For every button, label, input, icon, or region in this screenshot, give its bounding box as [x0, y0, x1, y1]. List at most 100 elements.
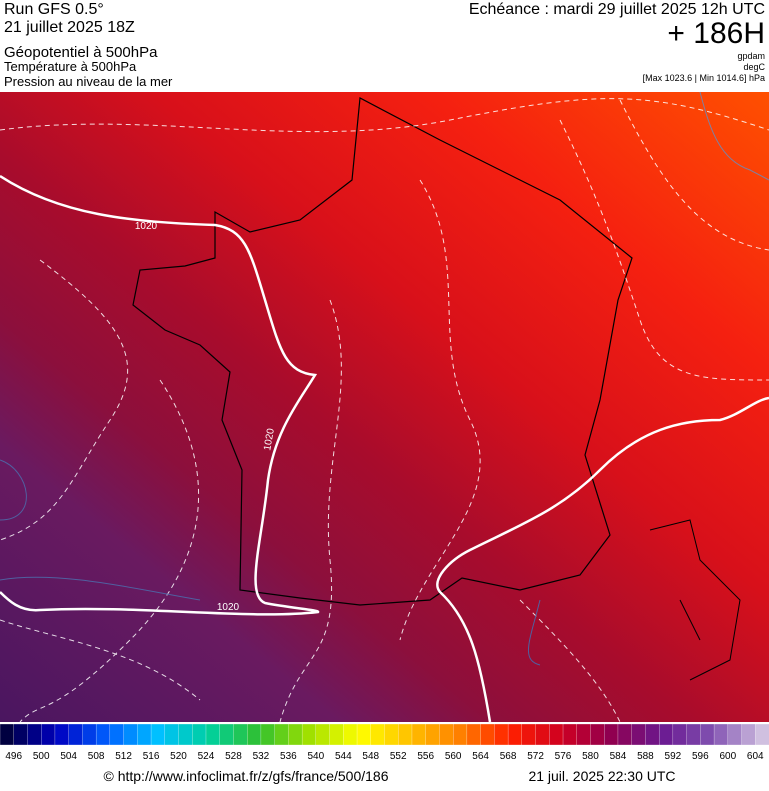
color-swatch [480, 723, 496, 746]
color-swatch [494, 723, 509, 746]
color-swatch [343, 723, 358, 746]
source-url: © http://www.infoclimat.fr/z/gfs/france/… [104, 768, 389, 784]
color-swatch [398, 723, 413, 746]
color-swatch [411, 723, 427, 746]
gph-contour [699, 91, 769, 181]
valid-time: Echéance : mardi 29 juillet 2025 12h UTC [469, 1, 765, 18]
color-swatch [109, 723, 125, 746]
legend-label: 544 [335, 751, 352, 762]
isotherms [0, 98, 769, 723]
color-swatch [549, 723, 564, 746]
legend-label: 560 [445, 751, 462, 762]
legend-label: 588 [637, 751, 654, 762]
color-swatch [672, 723, 688, 746]
color-swatch [27, 723, 42, 746]
isobar-label: 1020 [217, 602, 240, 613]
color-swatch [521, 723, 537, 746]
color-swatch [535, 723, 550, 746]
color-swatch [576, 723, 592, 746]
legend-label: 540 [307, 751, 324, 762]
pressure-range: [Max 1023.6 | Min 1014.6] hPa [643, 73, 765, 83]
run-title: Run GFS 0.5° [4, 1, 104, 18]
color-swatch [590, 723, 605, 746]
isobar-label: 1020 [135, 221, 158, 232]
map: 1020 1020 1020 [0, 91, 769, 723]
legend-label: 532 [253, 751, 270, 762]
color-swatch [13, 723, 29, 746]
color-legend: 496 500 504 508 512 516 520 524 528 532 536 540 544 5… [0, 723, 769, 762]
legend-label: 580 [582, 751, 599, 762]
legend-label: 512 [115, 751, 132, 762]
color-swatch [247, 723, 262, 746]
field-title: Géopotentiel à 500hPa [4, 44, 158, 61]
color-swatch [700, 723, 715, 746]
legend-label: 520 [170, 751, 187, 762]
field-title: Température à 500hPa [4, 59, 137, 74]
color-swatch [41, 723, 56, 746]
color-swatch [95, 723, 111, 746]
legend-label: 496 [5, 751, 22, 762]
legend-label: 516 [143, 751, 160, 762]
color-swatch [68, 723, 84, 746]
color-swatch [137, 723, 152, 746]
color-swatch [288, 723, 303, 746]
color-swatch [425, 723, 441, 746]
legend-label: 524 [198, 751, 215, 762]
color-swatch [466, 723, 482, 746]
legend-label: 548 [362, 751, 379, 762]
color-swatch [274, 723, 290, 746]
isobar-label: 1020 [262, 427, 277, 451]
coastline [132, 97, 633, 606]
color-swatch [727, 723, 743, 746]
legend-label: 572 [527, 751, 544, 762]
isobars [0, 174, 769, 723]
legend-label: 508 [88, 751, 105, 762]
legend-label: 536 [280, 751, 297, 762]
legend-label: 500 [33, 751, 50, 762]
legend-label: 504 [60, 751, 77, 762]
timestamp: 21 juil. 2025 22:30 UTC [528, 768, 675, 784]
unit: degC [743, 62, 765, 72]
legend-label: 584 [610, 751, 627, 762]
color-swatch [617, 723, 633, 746]
unit: gpdam [737, 51, 765, 61]
gph-contour [0, 459, 541, 666]
legend-label: 600 [719, 751, 736, 762]
legend-label: 596 [692, 751, 709, 762]
color-swatch [150, 723, 166, 746]
legend-label: 556 [417, 751, 434, 762]
color-swatch [741, 723, 756, 746]
legend-label: 552 [390, 751, 407, 762]
color-swatch [329, 723, 344, 746]
color-swatch [54, 723, 70, 746]
legend-label: 564 [472, 751, 489, 762]
color-swatch [604, 723, 619, 746]
color-swatch [219, 723, 235, 746]
color-swatch [192, 723, 207, 746]
color-swatch [453, 723, 468, 746]
color-swatch [562, 723, 578, 746]
color-swatch [713, 723, 729, 746]
color-swatch [384, 723, 399, 746]
color-swatch [233, 723, 248, 746]
field-title: Pression au niveau de la mer [4, 74, 173, 89]
legend-label: 528 [225, 751, 242, 762]
color-swatch [645, 723, 660, 746]
color-swatch [439, 723, 454, 746]
color-swatch [0, 723, 15, 746]
color-swatch [205, 723, 221, 746]
coastline [649, 519, 741, 681]
legend-label: 592 [665, 751, 682, 762]
legend-label: 576 [555, 751, 572, 762]
color-swatch [507, 723, 523, 746]
color-swatch [260, 723, 276, 746]
color-swatch [315, 723, 331, 746]
color-swatch [631, 723, 647, 746]
color-swatch [301, 723, 317, 746]
color-swatch [686, 723, 701, 746]
color-swatch [164, 723, 180, 746]
color-swatch [123, 723, 138, 746]
legend-label: 604 [747, 751, 764, 762]
color-swatch [178, 723, 193, 746]
